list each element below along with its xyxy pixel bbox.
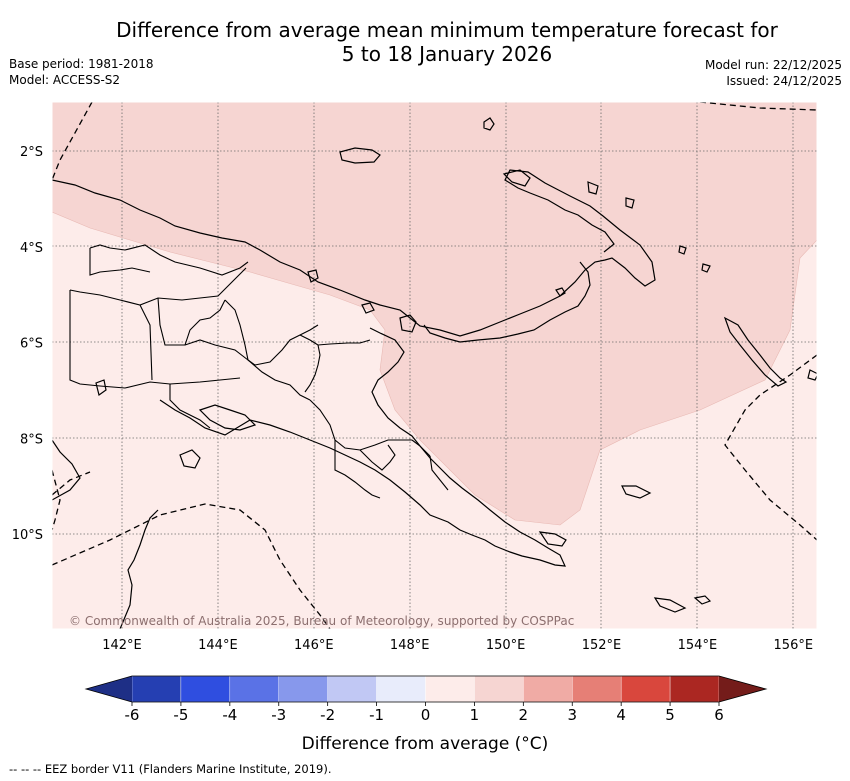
eez-footnote: -- -- -- EEZ border V11 (Flanders Marine…	[9, 762, 332, 776]
papuan-peninsula	[423, 261, 591, 343]
colorbar-tick-label: 0	[421, 706, 431, 724]
colorbar-swatch	[572, 675, 622, 703]
colorbar-tick-label: -2	[320, 706, 335, 724]
southern-gulf-coast	[159, 327, 566, 567]
lat-tick-label: 6°S	[20, 337, 43, 352]
lon-tick-label: 142°E	[102, 638, 142, 653]
colorbar-swatch	[523, 675, 573, 703]
colorbar-tick-label: 1	[470, 706, 480, 724]
colorbar-tick-label: 3	[567, 706, 577, 724]
colorbar-tick-label: 2	[519, 706, 529, 724]
lat-tick-label: 8°S	[20, 432, 43, 447]
copyright-notice: © Commonwealth of Australia 2025, Bureau…	[69, 614, 574, 628]
colorbar-swatch	[376, 675, 426, 703]
forecast-map: © Commonwealth of Australia 2025, Bureau…	[12, 101, 818, 754]
longitude-ticks: 142°E 144°E 146°E 148°E 150°E 152°E 154°E 156°E	[102, 638, 813, 653]
issued-date: Issued: 24/12/2025	[726, 74, 842, 88]
lon-tick-label: 150°E	[486, 638, 526, 653]
map-frame	[51, 101, 818, 630]
lat-tick-label: 2°S	[20, 145, 43, 160]
colorbar-ticks: -6 -5 -4 -3 -2 -1 0 1 2 3 4 5 6	[125, 702, 724, 724]
chart-title: Difference from average mean minimum tem…	[92, 18, 802, 66]
colorbar-swatch	[620, 675, 671, 703]
colorbar-tick-label: -5	[173, 706, 188, 724]
latitude-ticks: 2°S 4°S 6°S 8°S 10°S	[12, 145, 43, 543]
model-run: Model run: 22/12/2025	[704, 58, 842, 72]
title-line-2: 5 to 18 January 2026	[341, 42, 553, 66]
fly-delta	[198, 404, 257, 431]
model-name: Model: ACCESS-S2	[9, 73, 121, 87]
colorbar	[84, 675, 768, 703]
lon-tick-label: 156°E	[774, 638, 814, 653]
colorbar-tick-label: 5	[665, 706, 675, 724]
colorbar-swatch	[278, 675, 328, 703]
fergusson	[399, 314, 417, 333]
louisiade-3	[693, 595, 712, 605]
lon-tick-label: 148°E	[390, 638, 430, 653]
map-area	[52, 102, 817, 629]
colorbar-swatch	[327, 675, 377, 703]
new-hanover	[483, 117, 495, 131]
colorbar-swatch	[474, 675, 524, 703]
new-guinea-south-coast	[52, 439, 81, 501]
colorbar-tick-label: -3	[271, 706, 286, 724]
colorbar-tick-label: 6	[714, 706, 724, 724]
small-island-2	[625, 197, 635, 209]
goodenough	[361, 302, 375, 314]
torres-islands	[179, 449, 201, 469]
rossel	[538, 531, 567, 547]
colorbar-tick-label: -1	[369, 706, 384, 724]
lon-tick-label: 152°E	[582, 638, 622, 653]
colorbar-min-arrow	[86, 676, 132, 702]
lat-tick-label: 4°S	[20, 241, 43, 256]
base-period: Base period: 1981-2018	[9, 57, 154, 71]
colorbar-swatch	[180, 675, 231, 703]
new-guinea-north-coast	[52, 169, 656, 337]
coastlines	[52, 117, 817, 629]
graticule	[52, 102, 817, 629]
new-britain-west	[502, 169, 531, 187]
meta-right: Model run: 22/12/2025 Issued: 24/12/2025	[705, 57, 842, 89]
small-island-3	[678, 245, 687, 255]
eez-borders	[52, 102, 817, 629]
lon-tick-label: 144°E	[198, 638, 238, 653]
manus-island	[339, 147, 381, 164]
colorbar-tick-label: -6	[125, 706, 140, 724]
louisiade-1	[621, 485, 652, 499]
small-island-1	[587, 181, 599, 195]
cape-york-coast	[119, 509, 159, 629]
anomaly-region-1-to-2	[52, 102, 817, 526]
lon-tick-label: 146°E	[294, 638, 334, 653]
lat-tick-label: 10°S	[12, 528, 43, 543]
colorbar-swatch	[229, 675, 279, 703]
bougainville	[723, 316, 788, 387]
louisiade-2	[653, 597, 687, 613]
colorbar-tick-label: -4	[222, 706, 237, 724]
trobriand	[555, 287, 566, 297]
woodlark	[307, 269, 319, 283]
colorbar-swatch	[131, 675, 182, 703]
title-line-1: Difference from average mean minimum tem…	[116, 18, 778, 42]
choiseul	[807, 369, 817, 381]
lon-tick-label: 154°E	[678, 638, 718, 653]
colorbar-tick-label: 4	[616, 706, 626, 724]
provincial-borders	[69, 244, 449, 499]
colorbar-max-arrow	[719, 676, 766, 702]
small-island-5	[95, 379, 107, 397]
colorbar-label: Difference from average (°C)	[302, 734, 549, 754]
colorbar-swatch	[669, 675, 720, 703]
meta-left: Base period: 1981-2018 Model: ACCESS-S2	[9, 56, 154, 88]
colorbar-swatch	[425, 675, 475, 703]
small-island-4	[701, 263, 711, 273]
